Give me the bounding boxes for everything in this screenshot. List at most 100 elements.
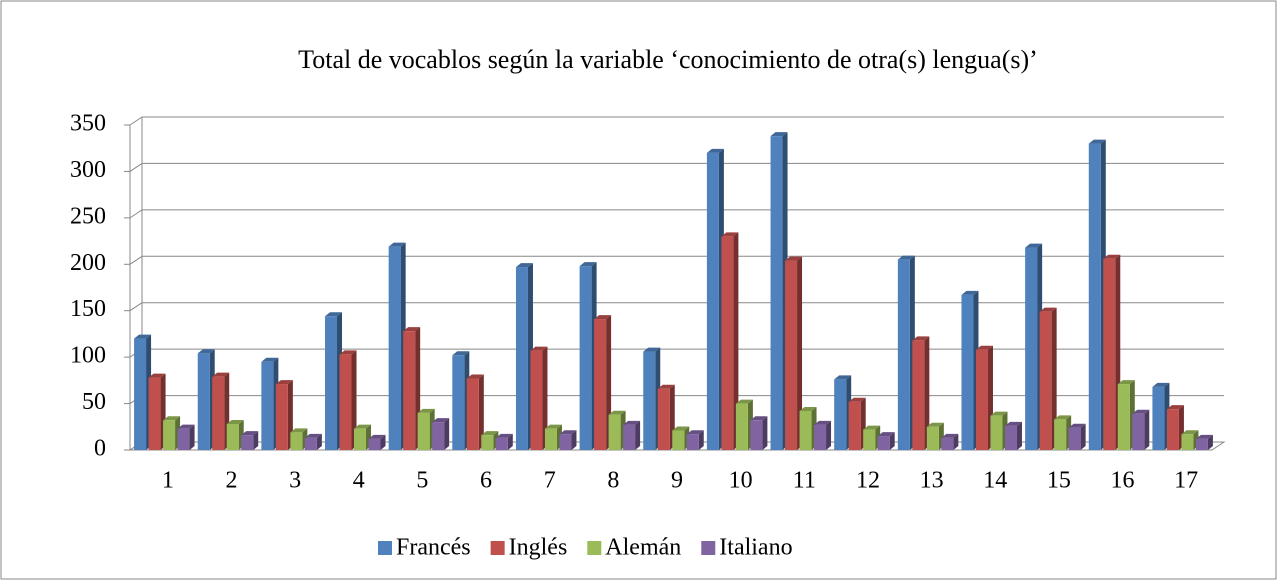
bar-top [1166,405,1184,410]
bar-top [834,375,852,380]
bar [926,426,939,450]
bar-top [354,424,372,429]
bar [706,152,719,450]
bar-side [698,430,704,450]
x-tick-label: 1 [162,468,174,494]
bar-top [495,433,513,438]
bar-top [452,351,470,356]
y-tick-label: 150 [70,296,106,322]
bar [799,411,812,450]
bar-top [1004,421,1022,426]
bar-top [1181,430,1199,435]
y-tick-label: 250 [70,203,106,229]
bar-top [1103,254,1121,259]
bar [544,428,557,450]
bar [515,267,528,450]
bar-top [608,410,626,415]
bar [750,420,763,450]
bar-side [1144,409,1150,450]
bar-top [226,420,244,424]
bar [1132,413,1145,450]
bar [1088,143,1101,451]
grid-line [129,302,143,312]
bar-side [762,416,768,450]
y-tick-label: 50 [82,389,106,415]
bar-top [975,345,993,350]
bar [1195,438,1208,450]
bar-top [643,347,661,352]
bar [785,260,798,450]
bar-top [750,416,768,421]
bar-top [990,411,1008,416]
x-tick-label: 2 [225,468,237,494]
bar-top [848,397,866,402]
bar-top [1195,434,1213,439]
bar-side [380,434,386,450]
bar-top [403,327,421,332]
y-tick-label: 350 [70,111,106,137]
bar-top [926,422,944,427]
bar-side [478,374,484,450]
x-tick-label: 7 [544,468,556,494]
bar [594,319,607,450]
x-tick-label: 9 [671,468,683,494]
legend-swatch [701,541,716,555]
chart-title: Total de vocablos según la variable ‘con… [298,45,1038,74]
bar [417,412,430,450]
x-tick-label: 10 [729,468,753,494]
bar [177,428,190,450]
bar [432,422,445,450]
bar-top [325,312,343,317]
grid-line [129,255,143,265]
legend-label: Inglés [509,535,568,561]
bar-top [177,424,195,429]
bar [1039,311,1052,450]
bar-side [797,256,803,450]
bar [961,294,974,450]
bar-top [339,350,357,355]
bar-top [1039,307,1057,312]
bar-side [351,350,357,450]
bar [290,432,303,450]
bar-top [304,433,322,438]
bar-side [542,346,548,450]
bar [1054,419,1067,450]
bar [275,384,288,450]
bar-top [432,418,450,423]
bar [686,434,699,450]
bar [579,266,592,450]
bar-top [863,425,881,430]
bar-side [1207,434,1213,450]
bar-top [466,374,484,379]
x-tick-label: 14 [983,468,1007,494]
x-tick-label: 3 [289,468,301,494]
bar [1166,409,1179,450]
bar-side [635,420,641,450]
bar-top [515,263,533,268]
x-tick-label: 12 [856,468,880,494]
bar [197,353,210,450]
bar [623,424,636,450]
bar [466,378,479,450]
grid-line [129,209,143,219]
x-tick-label: 16 [1111,468,1135,494]
bar-top [481,431,499,436]
bar-top [1117,380,1135,385]
legend-swatch [490,541,505,555]
bar [770,136,783,450]
bar [226,424,239,450]
bar [452,355,465,450]
bar [897,259,910,450]
bar-side [1016,421,1022,450]
y-tick-label: 200 [70,250,106,276]
bar [912,340,925,450]
bar [388,246,401,450]
x-tick-label: 6 [480,468,492,494]
bar [863,429,876,450]
bar [672,430,685,450]
bar [1103,258,1116,450]
bar [325,316,338,450]
bar-side [444,418,450,450]
